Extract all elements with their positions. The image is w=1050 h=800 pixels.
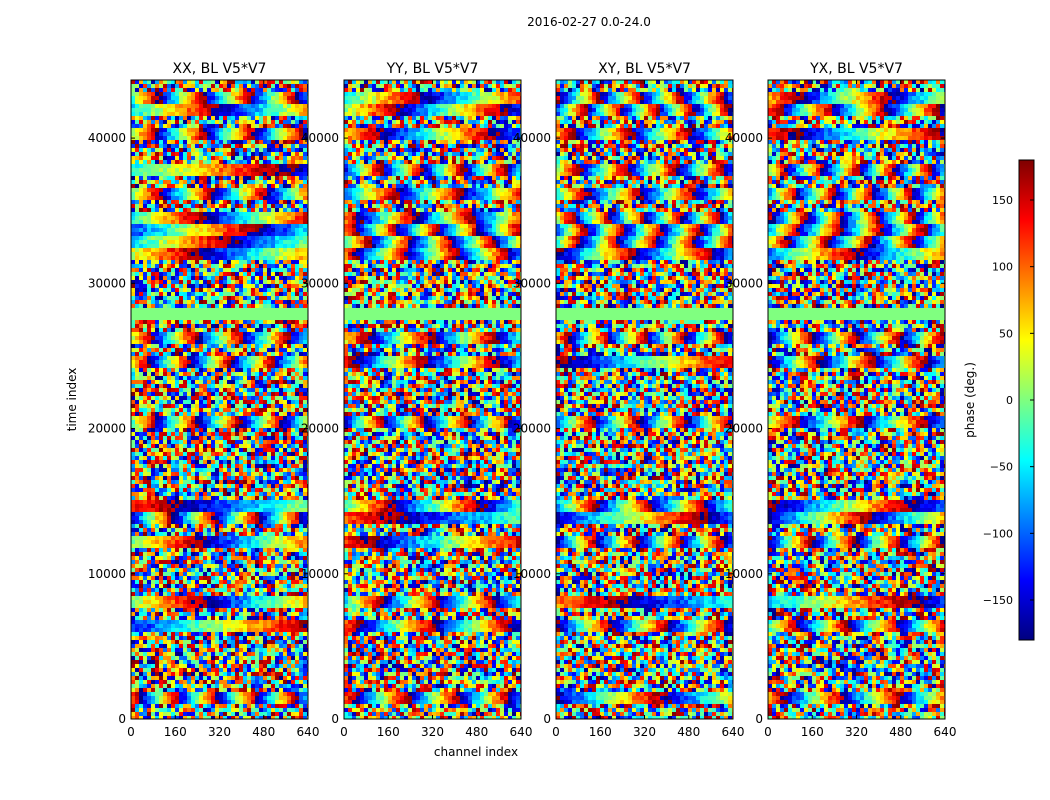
y-tick-label: 10000 [301,567,339,581]
colorbar-tick-label: −100 [983,527,1013,540]
y-tick-label: 0 [331,712,339,726]
y-tick-label: 40000 [301,131,339,145]
heatmap-image [131,80,308,719]
y-tick-label: 30000 [725,276,763,290]
y-tick-label: 0 [543,712,551,726]
y-tick-label: 20000 [301,422,339,436]
x-tick-label: 640 [297,725,320,739]
x-tick-label: 640 [934,725,957,739]
colorbar-tick-label: 0 [1006,394,1013,407]
panel-title: XX, BL V5*V7 [173,61,267,77]
x-axis-label: channel index [434,745,518,759]
heatmap-image [556,80,733,719]
colorbar-tick-label: −50 [990,461,1013,474]
y-tick-label: 10000 [513,567,551,581]
panel-title: YX, BL V5*V7 [809,61,903,77]
x-tick-label: 320 [208,725,231,739]
y-tick-label: 20000 [725,422,763,436]
colorbar-tick-label: 150 [992,194,1013,207]
panel-title: YY, BL V5*V7 [386,61,479,77]
x-tick-label: 160 [801,725,824,739]
x-tick-label: 320 [845,725,868,739]
x-tick-label: 0 [340,725,348,739]
panel-3: YX, BL V5*V7 0 160 320 480 640 0 10000 20000 3000… [725,61,957,739]
y-tick-label: 0 [118,712,126,726]
x-tick-label: 320 [633,725,656,739]
x-tick-label: 0 [552,725,560,739]
x-tick-label: 480 [465,725,488,739]
y-tick-label: 20000 [513,422,551,436]
panels: XX, BL V5*V7 0 160 320 480 640 0 10000 20000 3000… [65,61,956,759]
y-tick-label: 40000 [725,131,763,145]
figure-suptitle: 2016-02-27 0.0-24.0 [527,15,651,29]
x-tick-label: 320 [421,725,444,739]
x-tick-label: 160 [589,725,612,739]
x-tick-label: 480 [252,725,275,739]
y-tick-label: 40000 [513,131,551,145]
x-tick-label: 480 [677,725,700,739]
x-tick-label: 160 [377,725,400,739]
x-tick-label: 0 [127,725,135,739]
y-tick-label: 10000 [88,567,126,581]
panel-title: XY, BL V5*V7 [598,61,691,77]
colorbar-label: phase (deg.) [963,362,977,438]
y-tick-label: 10000 [725,567,763,581]
y-tick-label: 40000 [88,131,126,145]
colorbar-tick-label: 100 [992,261,1013,274]
panel-0: XX, BL V5*V7 0 160 320 480 640 0 10000 20000 3000… [65,61,319,739]
x-tick-label: 160 [164,725,187,739]
colorbar-tick-label: 50 [999,327,1013,340]
y-tick-label: 30000 [88,276,126,290]
y-tick-label: 30000 [301,276,339,290]
x-tick-label: 480 [889,725,912,739]
panel-1: YY, BL V5*V7 0 160 320 480 640 0 10000 20000 3000… [301,61,533,759]
colorbar-tick-label: −150 [983,594,1013,607]
colorbar: 150 100 50 0 −50 −100 −150 phase (deg.) [963,159,1035,641]
x-tick-label: 640 [722,725,745,739]
heatmap-image [344,80,521,719]
y-tick-label: 0 [755,712,763,726]
y-axis-label: time index [65,368,79,432]
y-tick-label: 30000 [513,276,551,290]
x-tick-label: 0 [764,725,772,739]
x-tick-label: 640 [510,725,533,739]
y-tick-label: 20000 [88,422,126,436]
heatmap-image [768,80,945,719]
panel-2: XY, BL V5*V7 0 160 320 480 640 0 10000 20000 3000… [513,61,745,739]
